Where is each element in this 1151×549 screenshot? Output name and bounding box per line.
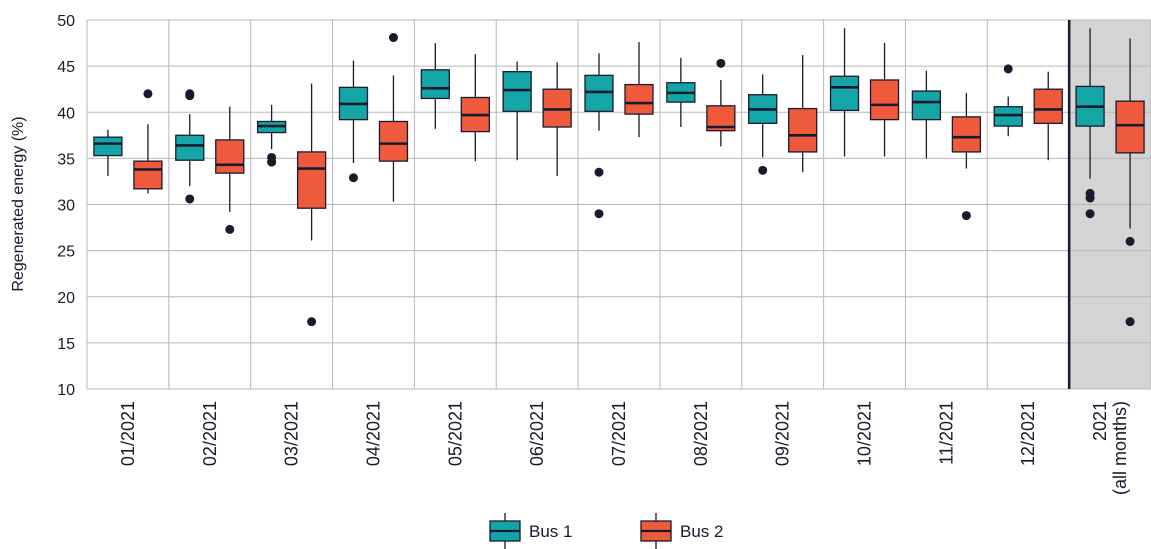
outlier-point [267,152,277,162]
box-body [951,116,982,153]
box-bus-2 [378,33,409,202]
outlier-point [758,165,768,175]
x-tick-label: 08/2021 [691,401,711,466]
box-bus-1 [829,28,860,157]
box-body [624,83,654,115]
box-bus-2 [133,89,163,194]
box-bus-2 [542,62,572,176]
box-body [993,106,1023,127]
box-bus-2 [460,54,490,162]
legend-item-bus-1: Bus 1 [489,513,572,549]
box-bus-1 [256,104,287,167]
y-tick-label: 25 [57,244,75,261]
x-tick-label: 11/2021 [936,401,956,465]
box-bus-1 [93,129,123,176]
box-bus-2 [706,58,736,147]
outlier-point [1125,317,1135,327]
outlier-point [1125,236,1135,246]
x-tick-label: 02/2021 [200,401,220,466]
outlier-point [307,317,317,327]
box-bus-1 [993,64,1023,137]
y-tick-label: 10 [57,382,75,399]
box-body [1033,88,1063,124]
box-body [378,120,409,162]
box-body [215,139,245,174]
y-axis-label: Regenerated energy (%) [10,116,27,291]
y-tick-label: 20 [57,290,75,307]
box-body [93,136,123,157]
box-bus-1 [1075,28,1105,219]
box-bus-1 [911,70,942,159]
box-bus-2 [951,92,982,221]
x-tick-label: 12/2021 [1018,401,1038,466]
x-tick-label: 05/2021 [445,401,465,466]
outlier-point [1003,64,1013,74]
box-bus-1 [420,43,450,129]
box-bus-1 [175,89,205,204]
x-tick-label: 04/2021 [363,401,383,466]
x-tick-label: 01/2021 [118,401,138,466]
legend-item-bus-2: Bus 2 [640,513,723,549]
box-body [133,160,163,190]
box-body [296,151,327,209]
legend-label: Bus 2 [680,522,723,541]
box-bus-1 [584,53,614,219]
y-tick-label: 15 [57,336,75,353]
box-bus-2 [788,55,818,173]
box-body [502,71,532,112]
legend: Bus 1 Bus 2 [489,513,723,549]
outlier-point [961,211,971,221]
box-bus-2 [869,43,900,157]
box-bus-1 [748,74,778,175]
x-tick-label: 10/2021 [855,401,875,466]
y-tick-label: 30 [57,198,75,215]
box-bus-2 [624,42,654,138]
box-bus-2 [1115,38,1145,327]
box-body [1115,100,1145,154]
outlier-point [594,209,604,219]
y-tick-label: 50 [57,13,75,30]
box-body [420,69,450,100]
outlier-point [388,33,398,43]
box-body [788,107,818,153]
outlier-point [185,194,195,204]
x-tick-label: 03/2021 [282,401,302,466]
outlier-point [1085,188,1095,198]
outlier-point [185,89,195,99]
box-body [911,90,942,121]
outlier-point [594,167,604,177]
y-tick-label: 40 [57,105,75,122]
box-bus-1 [338,60,369,183]
box-bus-2 [215,106,245,234]
box-bus-1 [502,61,532,161]
y-tick-label: 35 [57,151,75,168]
x-tick-label: 07/2021 [609,401,629,466]
box-bus-1 [666,57,696,128]
box-body [869,79,900,121]
box-bus-2 [296,83,327,327]
box-body [175,134,205,161]
legend-label: Bus 1 [529,522,572,541]
outlier-point [225,224,235,234]
box-bus-2 [1033,71,1063,161]
x-tick-label: 06/2021 [527,401,547,466]
x-tick-label: 09/2021 [773,401,793,466]
outlier-point [348,173,358,183]
outlier-point [143,89,153,99]
y-tick-label: 45 [57,59,75,76]
outlier-point [1085,209,1095,219]
outlier-point [716,58,726,68]
box-body [584,74,614,112]
box-body [829,75,860,112]
x-tick-label: 2021(all months) [1090,401,1130,495]
box-body [542,88,572,128]
